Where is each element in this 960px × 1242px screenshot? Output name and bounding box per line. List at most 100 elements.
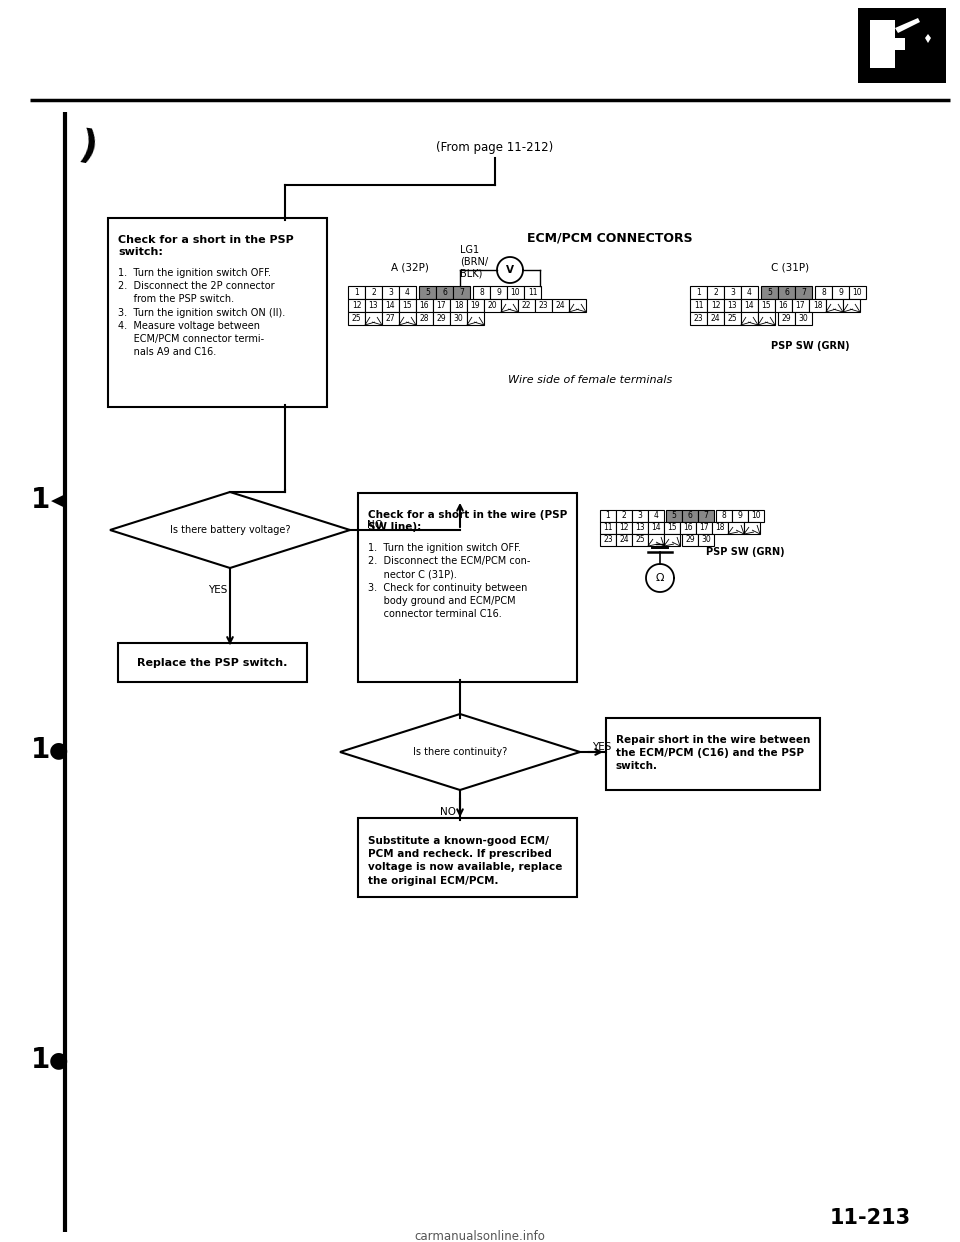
Text: 4: 4 [654, 512, 659, 520]
Text: 1.  Turn the ignition switch OFF.
2.  Disconnect the 2P connector
     from the : 1. Turn the ignition switch OFF. 2. Disc… [118, 268, 285, 358]
Text: 1: 1 [31, 1046, 50, 1074]
FancyBboxPatch shape [348, 312, 365, 325]
FancyBboxPatch shape [524, 286, 541, 299]
FancyBboxPatch shape [433, 312, 450, 325]
Text: 30: 30 [701, 535, 710, 544]
Text: PSP SW (GRN): PSP SW (GRN) [771, 342, 850, 351]
FancyBboxPatch shape [382, 286, 399, 299]
Text: Substitute a known-good ECM/
PCM and recheck. If prescribed
voltage is now avail: Substitute a known-good ECM/ PCM and rec… [368, 836, 563, 886]
Text: (From page 11-212): (From page 11-212) [437, 142, 554, 154]
FancyBboxPatch shape [382, 299, 399, 312]
Text: 11-213: 11-213 [829, 1208, 911, 1228]
Text: 29: 29 [781, 314, 791, 323]
FancyBboxPatch shape [365, 299, 382, 312]
Text: 15: 15 [402, 301, 412, 310]
Text: 13: 13 [369, 301, 378, 310]
FancyBboxPatch shape [600, 510, 616, 522]
Text: 12: 12 [710, 301, 720, 310]
FancyBboxPatch shape [858, 7, 946, 83]
FancyBboxPatch shape [690, 312, 707, 325]
Text: 4: 4 [747, 288, 752, 297]
FancyBboxPatch shape [348, 286, 365, 299]
Text: 22: 22 [521, 301, 531, 310]
Text: 1: 1 [31, 737, 50, 764]
FancyBboxPatch shape [741, 299, 758, 312]
FancyBboxPatch shape [744, 522, 760, 534]
Text: YES: YES [592, 741, 612, 751]
Text: 8: 8 [722, 512, 727, 520]
FancyBboxPatch shape [416, 312, 433, 325]
FancyBboxPatch shape [358, 818, 577, 897]
Text: 1: 1 [606, 512, 611, 520]
Text: 6: 6 [687, 512, 692, 520]
Text: 7: 7 [704, 512, 708, 520]
FancyBboxPatch shape [680, 522, 696, 534]
FancyBboxPatch shape [606, 718, 820, 790]
Text: 11: 11 [694, 301, 704, 310]
Text: 23: 23 [694, 314, 704, 323]
FancyBboxPatch shape [682, 534, 698, 546]
FancyBboxPatch shape [690, 286, 707, 299]
Text: 29: 29 [685, 535, 695, 544]
FancyBboxPatch shape [484, 299, 501, 312]
Text: 9: 9 [737, 512, 742, 520]
Text: 11: 11 [528, 288, 538, 297]
Text: V: V [506, 265, 514, 274]
Text: 5: 5 [672, 512, 677, 520]
FancyBboxPatch shape [436, 286, 453, 299]
FancyBboxPatch shape [118, 643, 307, 682]
FancyBboxPatch shape [535, 299, 552, 312]
Text: 4: 4 [405, 288, 410, 297]
FancyBboxPatch shape [399, 286, 416, 299]
FancyBboxPatch shape [600, 534, 616, 546]
Text: A (32P): A (32P) [391, 263, 429, 273]
FancyBboxPatch shape [616, 510, 632, 522]
Text: 8: 8 [821, 288, 826, 297]
Text: 30: 30 [799, 314, 808, 323]
Text: 25: 25 [351, 314, 361, 323]
FancyBboxPatch shape [849, 286, 866, 299]
Text: Check for a short in the PSP
switch:: Check for a short in the PSP switch: [118, 235, 294, 257]
FancyBboxPatch shape [832, 286, 849, 299]
Text: 14: 14 [745, 301, 755, 310]
Text: 18: 18 [813, 301, 823, 310]
FancyBboxPatch shape [473, 286, 490, 299]
FancyBboxPatch shape [648, 534, 664, 546]
Text: Repair short in the wire between
the ECM/PCM (C16) and the PSP
switch.: Repair short in the wire between the ECM… [616, 735, 810, 771]
FancyBboxPatch shape [467, 312, 484, 325]
FancyBboxPatch shape [664, 522, 680, 534]
FancyBboxPatch shape [666, 510, 682, 522]
Text: Wire side of female terminals: Wire side of female terminals [508, 375, 672, 385]
Text: 1: 1 [31, 486, 50, 514]
Text: 24: 24 [710, 314, 720, 323]
Text: NO: NO [440, 807, 456, 817]
Text: 8: 8 [479, 288, 484, 297]
FancyBboxPatch shape [707, 299, 724, 312]
FancyBboxPatch shape [792, 299, 809, 312]
Text: 1: 1 [354, 288, 359, 297]
FancyBboxPatch shape [600, 522, 616, 534]
FancyBboxPatch shape [108, 219, 327, 407]
FancyBboxPatch shape [712, 522, 728, 534]
Text: Check for a short in the wire (PSP
SW line):: Check for a short in the wire (PSP SW li… [368, 510, 567, 533]
FancyBboxPatch shape [741, 312, 758, 325]
Text: 2: 2 [713, 288, 718, 297]
Text: 12: 12 [351, 301, 361, 310]
FancyBboxPatch shape [358, 493, 577, 682]
Text: 9: 9 [838, 288, 843, 297]
FancyBboxPatch shape [632, 522, 648, 534]
FancyBboxPatch shape [698, 534, 714, 546]
Text: 14: 14 [386, 301, 396, 310]
Text: 5: 5 [767, 288, 772, 297]
FancyBboxPatch shape [707, 286, 724, 299]
Polygon shape [895, 17, 920, 34]
FancyBboxPatch shape [632, 510, 648, 522]
Text: 19: 19 [470, 301, 480, 310]
FancyBboxPatch shape [707, 312, 724, 325]
Text: 6: 6 [784, 288, 789, 297]
Text: Ω: Ω [656, 573, 664, 582]
Text: 16: 16 [420, 301, 429, 310]
Text: 10: 10 [511, 288, 520, 297]
Text: 7: 7 [459, 288, 464, 297]
FancyBboxPatch shape [728, 522, 744, 534]
